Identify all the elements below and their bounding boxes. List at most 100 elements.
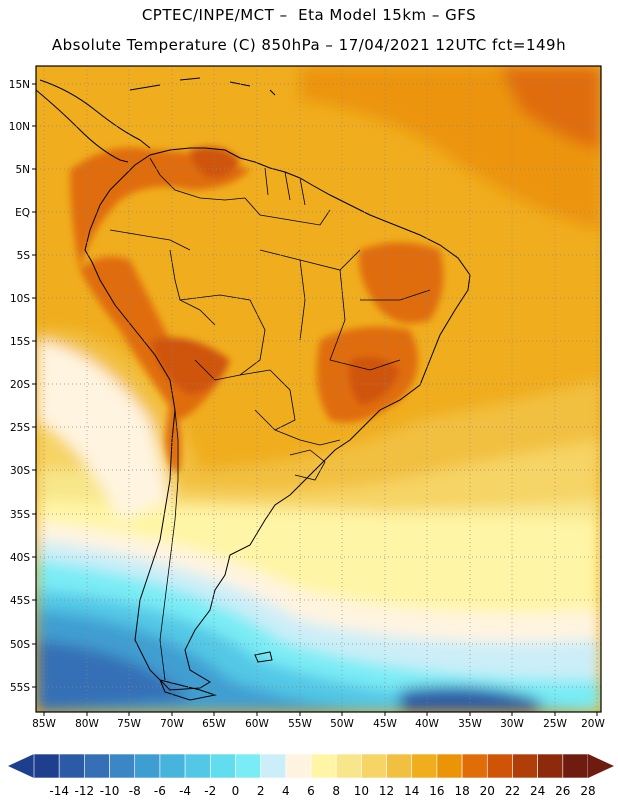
colorbar-tick-label: -10: [100, 784, 120, 798]
lon-label: 40W: [415, 718, 439, 730]
lon-label: 25W: [543, 718, 567, 730]
colorbar-tick-label: 16: [429, 784, 444, 798]
border-colombia-venezuela: [149, 157, 246, 201]
colorbar-tick-label: 24: [530, 784, 545, 798]
map-frame: [35, 65, 602, 713]
lon-label: 30W: [500, 718, 524, 730]
colorbar-box: [285, 753, 312, 779]
colorbar-tick-label: 20: [480, 784, 495, 798]
falklands: [254, 651, 273, 663]
border-paraguay: [239, 369, 296, 431]
colorbar-box: [84, 753, 110, 779]
colorbar-tick-label: 18: [454, 784, 469, 798]
field-m6-m4: [36, 640, 190, 712]
lat-label: 40S: [10, 552, 30, 564]
lat-label: 15N: [9, 79, 30, 91]
colorbar-box: [562, 753, 589, 779]
colorbar-tick-label: -4: [179, 784, 191, 798]
colorbar-tick-label: -8: [129, 784, 141, 798]
colorbar-tick-label: 28: [580, 784, 595, 798]
lat-label: 5N: [15, 164, 30, 176]
colorbar-box: [386, 753, 413, 779]
lon-label: 65W: [202, 718, 226, 730]
lon-label: 85W: [32, 718, 56, 730]
colorbar-box: [58, 753, 85, 779]
colorbar-tick-label: -6: [154, 784, 166, 798]
field-pacific-cool: [36, 340, 170, 520]
colorbar-tick-label: 12: [379, 784, 394, 798]
title-line-2: Absolute Temperature (C) 850hPa – 17/04/…: [51, 36, 567, 54]
colorbar-box: [184, 753, 211, 779]
lat-label: 25S: [10, 422, 30, 434]
lat-label: 5S: [17, 250, 31, 262]
lat-label: 45S: [10, 595, 30, 607]
field-warmer-atlantic: [500, 66, 601, 150]
lon-labels: 85W 80W 75W 70W 65W 60W 55W 50W 45W 40W …: [32, 718, 605, 730]
border-chile-argentina: [159, 409, 179, 681]
lat-label: 55S: [10, 682, 30, 694]
colorbar-labels: -14 -12 -10 -8 -6 -4 -2 0 2 4 6 8 10 12 14 16 18 20 22 24 26…: [49, 784, 595, 798]
colorbar-tick-label: 14: [404, 784, 419, 798]
colorbar-box: [235, 753, 261, 779]
border-colombia-peru: [109, 229, 191, 251]
border-uruguay: [289, 449, 326, 481]
central-america-coast: [36, 79, 151, 163]
lat-label: 15S: [10, 336, 30, 348]
colorbar-tick-label: 2: [257, 784, 265, 798]
lon-label: 20W: [581, 718, 605, 730]
colorbar-box: [335, 753, 362, 779]
colorbar-box: [411, 753, 438, 779]
field-venezuela-core: [190, 146, 240, 179]
lon-label: 75W: [117, 718, 141, 730]
country-borders: [109, 157, 431, 681]
axis-ticks: [32, 83, 598, 716]
lon-label: 35W: [458, 718, 482, 730]
caribbean-islands: [129, 77, 276, 96]
colorbar-tick-label: -12: [75, 784, 95, 798]
guianas: [264, 167, 306, 206]
colorbar-tick-label: 22: [505, 784, 520, 798]
colorbar-tick-label: -2: [204, 784, 216, 798]
border-bolivia: [179, 294, 266, 381]
colorbar-under-arrow: [8, 754, 34, 778]
lat-labels: 15N 10N 5N EQ 5S 10S 15S 20S 25S 30S 35S…: [9, 79, 31, 694]
brazil-states: [259, 249, 431, 371]
colorbar-box: [461, 753, 488, 779]
colorbar-box: [109, 753, 136, 779]
colorbar-box: [209, 753, 236, 779]
colorbar-box: [512, 753, 538, 779]
field-andes-north: [70, 147, 250, 270]
lon-label: 70W: [160, 718, 184, 730]
temperature-field: [36, 66, 601, 712]
lon-label: 50W: [330, 718, 354, 730]
lat-label: 35S: [10, 509, 30, 521]
tierra-del-fuego: [159, 679, 217, 701]
lat-label: 10N: [9, 121, 30, 133]
colorbar-tick-label: 4: [282, 784, 290, 798]
lat-label: 50S: [10, 639, 30, 651]
field-brazil-ne: [359, 242, 444, 324]
colorbar-boxes: [33, 753, 589, 779]
colorbar-box: [537, 753, 564, 779]
border-brazil-west: [244, 197, 331, 226]
colorbar-tick-label: 10: [354, 784, 369, 798]
colorbar-tick-label: 0: [232, 784, 240, 798]
colorbar-box: [134, 753, 161, 779]
colorbar-box: [310, 753, 337, 779]
lon-label: 80W: [75, 718, 99, 730]
colorbar-box: [260, 753, 287, 779]
lon-label: 60W: [245, 718, 269, 730]
field-bolivia-core: [150, 337, 230, 395]
lon-label: 45W: [373, 718, 397, 730]
lat-label: EQ: [15, 207, 30, 219]
field-brazil-se-core: [348, 356, 400, 405]
lat-label: 10S: [10, 293, 30, 305]
coastlines: [36, 77, 471, 701]
colorbar-box: [33, 753, 60, 779]
field-andes-south: [165, 400, 182, 472]
colorbar-tick-label: -14: [49, 784, 69, 798]
colorbar-box: [361, 753, 387, 779]
colorbar-tick-label: 6: [307, 784, 315, 798]
border-argentina-brazil: [274, 429, 341, 446]
